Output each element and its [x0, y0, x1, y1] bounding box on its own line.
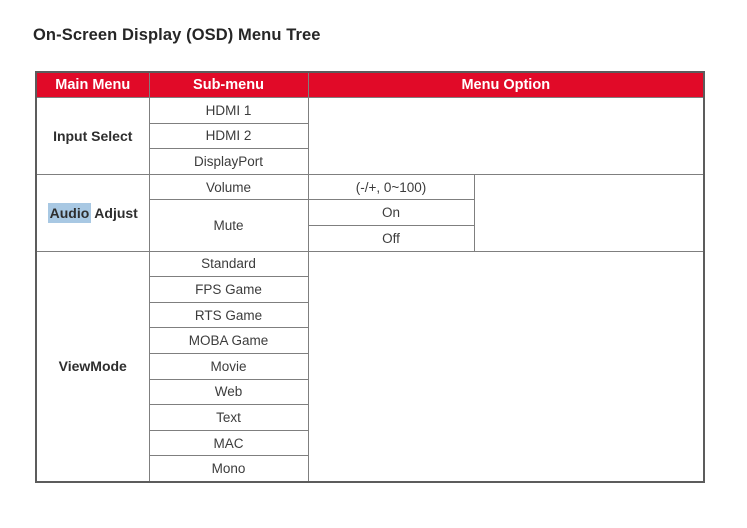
main-menu-viewmode: ViewMode — [35, 250, 150, 483]
osd-menu-tree-table: Main Menu Sub-menu Menu Option Input Sel… — [35, 71, 705, 483]
sub-menu-mono: Mono — [148, 455, 309, 483]
table-row: FPS Game — [36, 276, 704, 303]
table-row: MOBA Game — [36, 327, 704, 354]
sub-menu-fps-game: FPS Game — [148, 276, 309, 303]
table-row: Web — [36, 378, 704, 406]
sub-menu-web: Web — [148, 378, 309, 406]
menu-option-audio-empty — [473, 173, 705, 252]
menu-option-mute-on: On — [307, 199, 475, 226]
main-menu-audio-adjust: Audio Adjust — [35, 173, 150, 252]
table-row: ViewMode Standard — [35, 250, 705, 483]
sub-menu-mac: MAC — [148, 429, 309, 457]
sub-menu-moba-game: MOBA Game — [148, 327, 309, 354]
sub-menu-hdmi-2: HDMI 2 — [148, 122, 309, 150]
menu-option-input-select-empty — [307, 97, 705, 175]
table-row: HDMI 2 — [36, 122, 704, 150]
sub-menu-volume: Volume — [148, 173, 309, 201]
main-menu-input-select: Input Select — [35, 97, 150, 175]
table-row: Mono — [36, 455, 704, 483]
header-sub-menu: Sub-menu — [148, 71, 309, 98]
table-header-row: Main Menu Sub-menu Menu Option — [35, 71, 705, 98]
menu-option-viewmode-empty — [307, 250, 705, 483]
menu-option-volume-range: (-/+, 0~100) — [307, 173, 475, 201]
main-menu-audio-adjust-rest: Adjust — [94, 204, 138, 221]
table-row: DisplayPort — [36, 148, 704, 175]
sub-menu-text: Text — [148, 404, 309, 431]
sub-menu-standard: Standard — [148, 250, 309, 278]
sub-menu-rts-game: RTS Game — [148, 301, 309, 329]
menu-option-mute-off: Off — [307, 224, 475, 252]
header-main-menu: Main Menu — [35, 71, 150, 98]
sub-menu-displayport: DisplayPort — [148, 148, 309, 175]
selected-text-highlight: Audio — [47, 202, 92, 223]
table-row: Mute On — [36, 199, 704, 252]
table-row: Audio Adjust Volume (-/+, 0~100) — [35, 173, 705, 252]
header-menu-option: Menu Option — [307, 71, 705, 98]
sub-menu-movie: Movie — [148, 352, 309, 380]
table-row: RTS Game — [36, 301, 704, 329]
sub-menu-mute: Mute — [148, 199, 309, 252]
page-title: On-Screen Display (OSD) Menu Tree — [33, 26, 321, 44]
table-row: Movie — [36, 352, 704, 380]
table-row: Off — [36, 224, 704, 252]
sub-menu-hdmi-1: HDMI 1 — [148, 97, 309, 124]
table-row: Text — [36, 404, 704, 431]
table-row: Input Select HDMI 1 — [35, 97, 705, 175]
